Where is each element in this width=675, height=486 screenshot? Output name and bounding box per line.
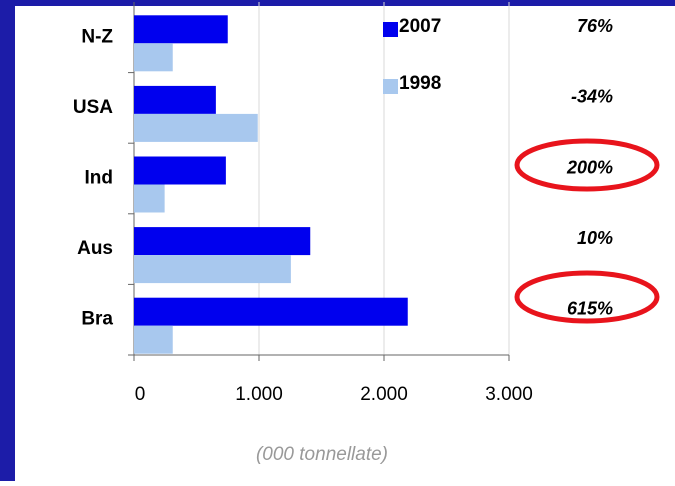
legend-swatch [383,22,398,37]
x-tick-label: 2.000 [360,384,408,405]
annotation: 10% [577,228,613,248]
bar [134,156,226,185]
annotation: 76% [577,16,613,36]
bar [134,43,173,72]
bar [134,255,291,284]
bar [134,227,311,256]
annotation: -34% [571,87,613,107]
legend-swatch [383,79,398,94]
bar [134,15,228,44]
highlight [514,270,660,324]
y-tick-label: Aus [77,238,113,259]
legend-label: 2007 [399,16,441,37]
bar [134,184,165,213]
y-tick-label: Bra [81,309,113,330]
highlight [514,138,660,192]
x-axis-label: (000 tonnellate) [256,444,388,465]
annotation: 200% [566,157,613,177]
bar [134,85,216,114]
bar [134,113,258,142]
y-tick-label: N-Z [81,26,113,47]
x-tick-label: 3.000 [485,384,533,405]
y-tick-label: USA [73,97,113,118]
bar [134,325,173,354]
panel [15,6,675,481]
y-tick-label: Ind [85,168,114,189]
legend-label: 1998 [399,73,441,94]
x-tick-label: 0 [135,384,146,405]
x-tick-label: 1.000 [235,384,283,405]
annotation: 615% [567,298,613,318]
bar [134,297,408,326]
